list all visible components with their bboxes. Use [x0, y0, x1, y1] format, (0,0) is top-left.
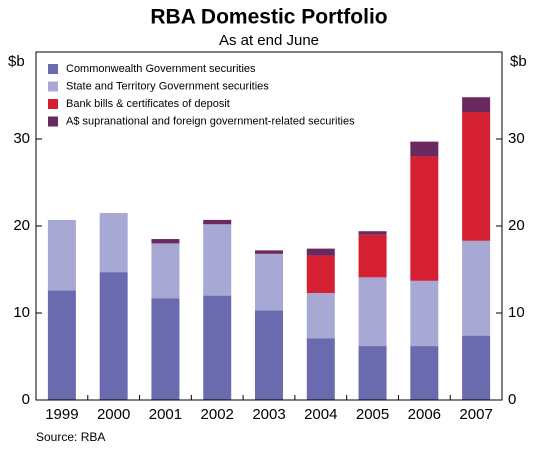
- bar-segment: [358, 234, 387, 278]
- y-tick-label: 30: [13, 130, 30, 147]
- x-tick-label: 2004: [304, 406, 337, 423]
- bar-segment: [462, 112, 491, 241]
- x-tick-label: 2000: [97, 406, 130, 423]
- legend-label: Commonwealth Government securities: [66, 63, 256, 75]
- bar-segment: [203, 224, 232, 296]
- legend-swatch: [48, 116, 58, 127]
- bar-segment: [255, 250, 283, 254]
- bar-segment: [47, 219, 76, 291]
- bar-segment: [410, 280, 439, 347]
- legend-swatch: [48, 99, 58, 109]
- y-tick-label: 0: [22, 391, 30, 408]
- legend-label: A$ supranational and foreign government-…: [66, 115, 355, 127]
- y2-tick-label: 20: [508, 217, 525, 234]
- bar-segment: [255, 253, 283, 311]
- x-tick-label: 2007: [459, 406, 492, 423]
- y2-tick-label: 30: [508, 130, 525, 147]
- bar-segment: [358, 346, 387, 400]
- bar-segment: [306, 338, 335, 400]
- bar-segment: [151, 239, 180, 244]
- bar-segment: [203, 219, 232, 225]
- x-tick-label: 2002: [201, 406, 234, 423]
- bar-segment: [306, 248, 335, 256]
- y2-axis-label: $b: [510, 53, 527, 70]
- bar-segment: [151, 243, 180, 299]
- x-tick-label: 2001: [149, 406, 182, 423]
- bar-segment: [47, 290, 76, 400]
- legend-swatch: [48, 81, 58, 92]
- x-tick-label: 2003: [252, 406, 285, 423]
- bar-segment: [151, 298, 180, 400]
- y-tick-label: 10: [13, 304, 30, 321]
- bar-segment: [410, 141, 439, 157]
- bar-segment: [255, 310, 283, 400]
- bar-segment: [99, 212, 128, 273]
- bar-segment: [462, 97, 491, 113]
- bar-segment: [410, 156, 439, 281]
- bar-segment: [358, 231, 387, 235]
- legend-label: State and Territory Government securitie…: [66, 80, 269, 92]
- bar-segment: [203, 295, 232, 400]
- bar-segment: [462, 335, 491, 400]
- x-tick-label: 2005: [356, 406, 389, 423]
- source-note: Source: RBA: [36, 430, 105, 444]
- bar-segment: [358, 277, 387, 347]
- bar-segment: [306, 292, 335, 339]
- legend-swatch: [48, 64, 58, 74]
- bars: [47, 97, 491, 400]
- y-axis-label: $b: [8, 53, 25, 70]
- chart-title: RBA Domestic Portfolio: [150, 6, 387, 29]
- y2-tick-label: 0: [508, 391, 516, 408]
- x-tick-label: 1999: [45, 406, 78, 423]
- bar-segment: [410, 346, 439, 400]
- bar-segment: [306, 255, 335, 293]
- chart-subtitle: As at end June: [219, 32, 319, 49]
- legend-label: Bank bills & certificates of deposit: [66, 98, 230, 110]
- bar-segment: [99, 272, 128, 400]
- y2-tick-label: 10: [508, 304, 525, 321]
- bar-segment: [462, 240, 491, 336]
- y-tick-label: 20: [13, 217, 30, 234]
- x-tick-label: 2006: [408, 406, 441, 423]
